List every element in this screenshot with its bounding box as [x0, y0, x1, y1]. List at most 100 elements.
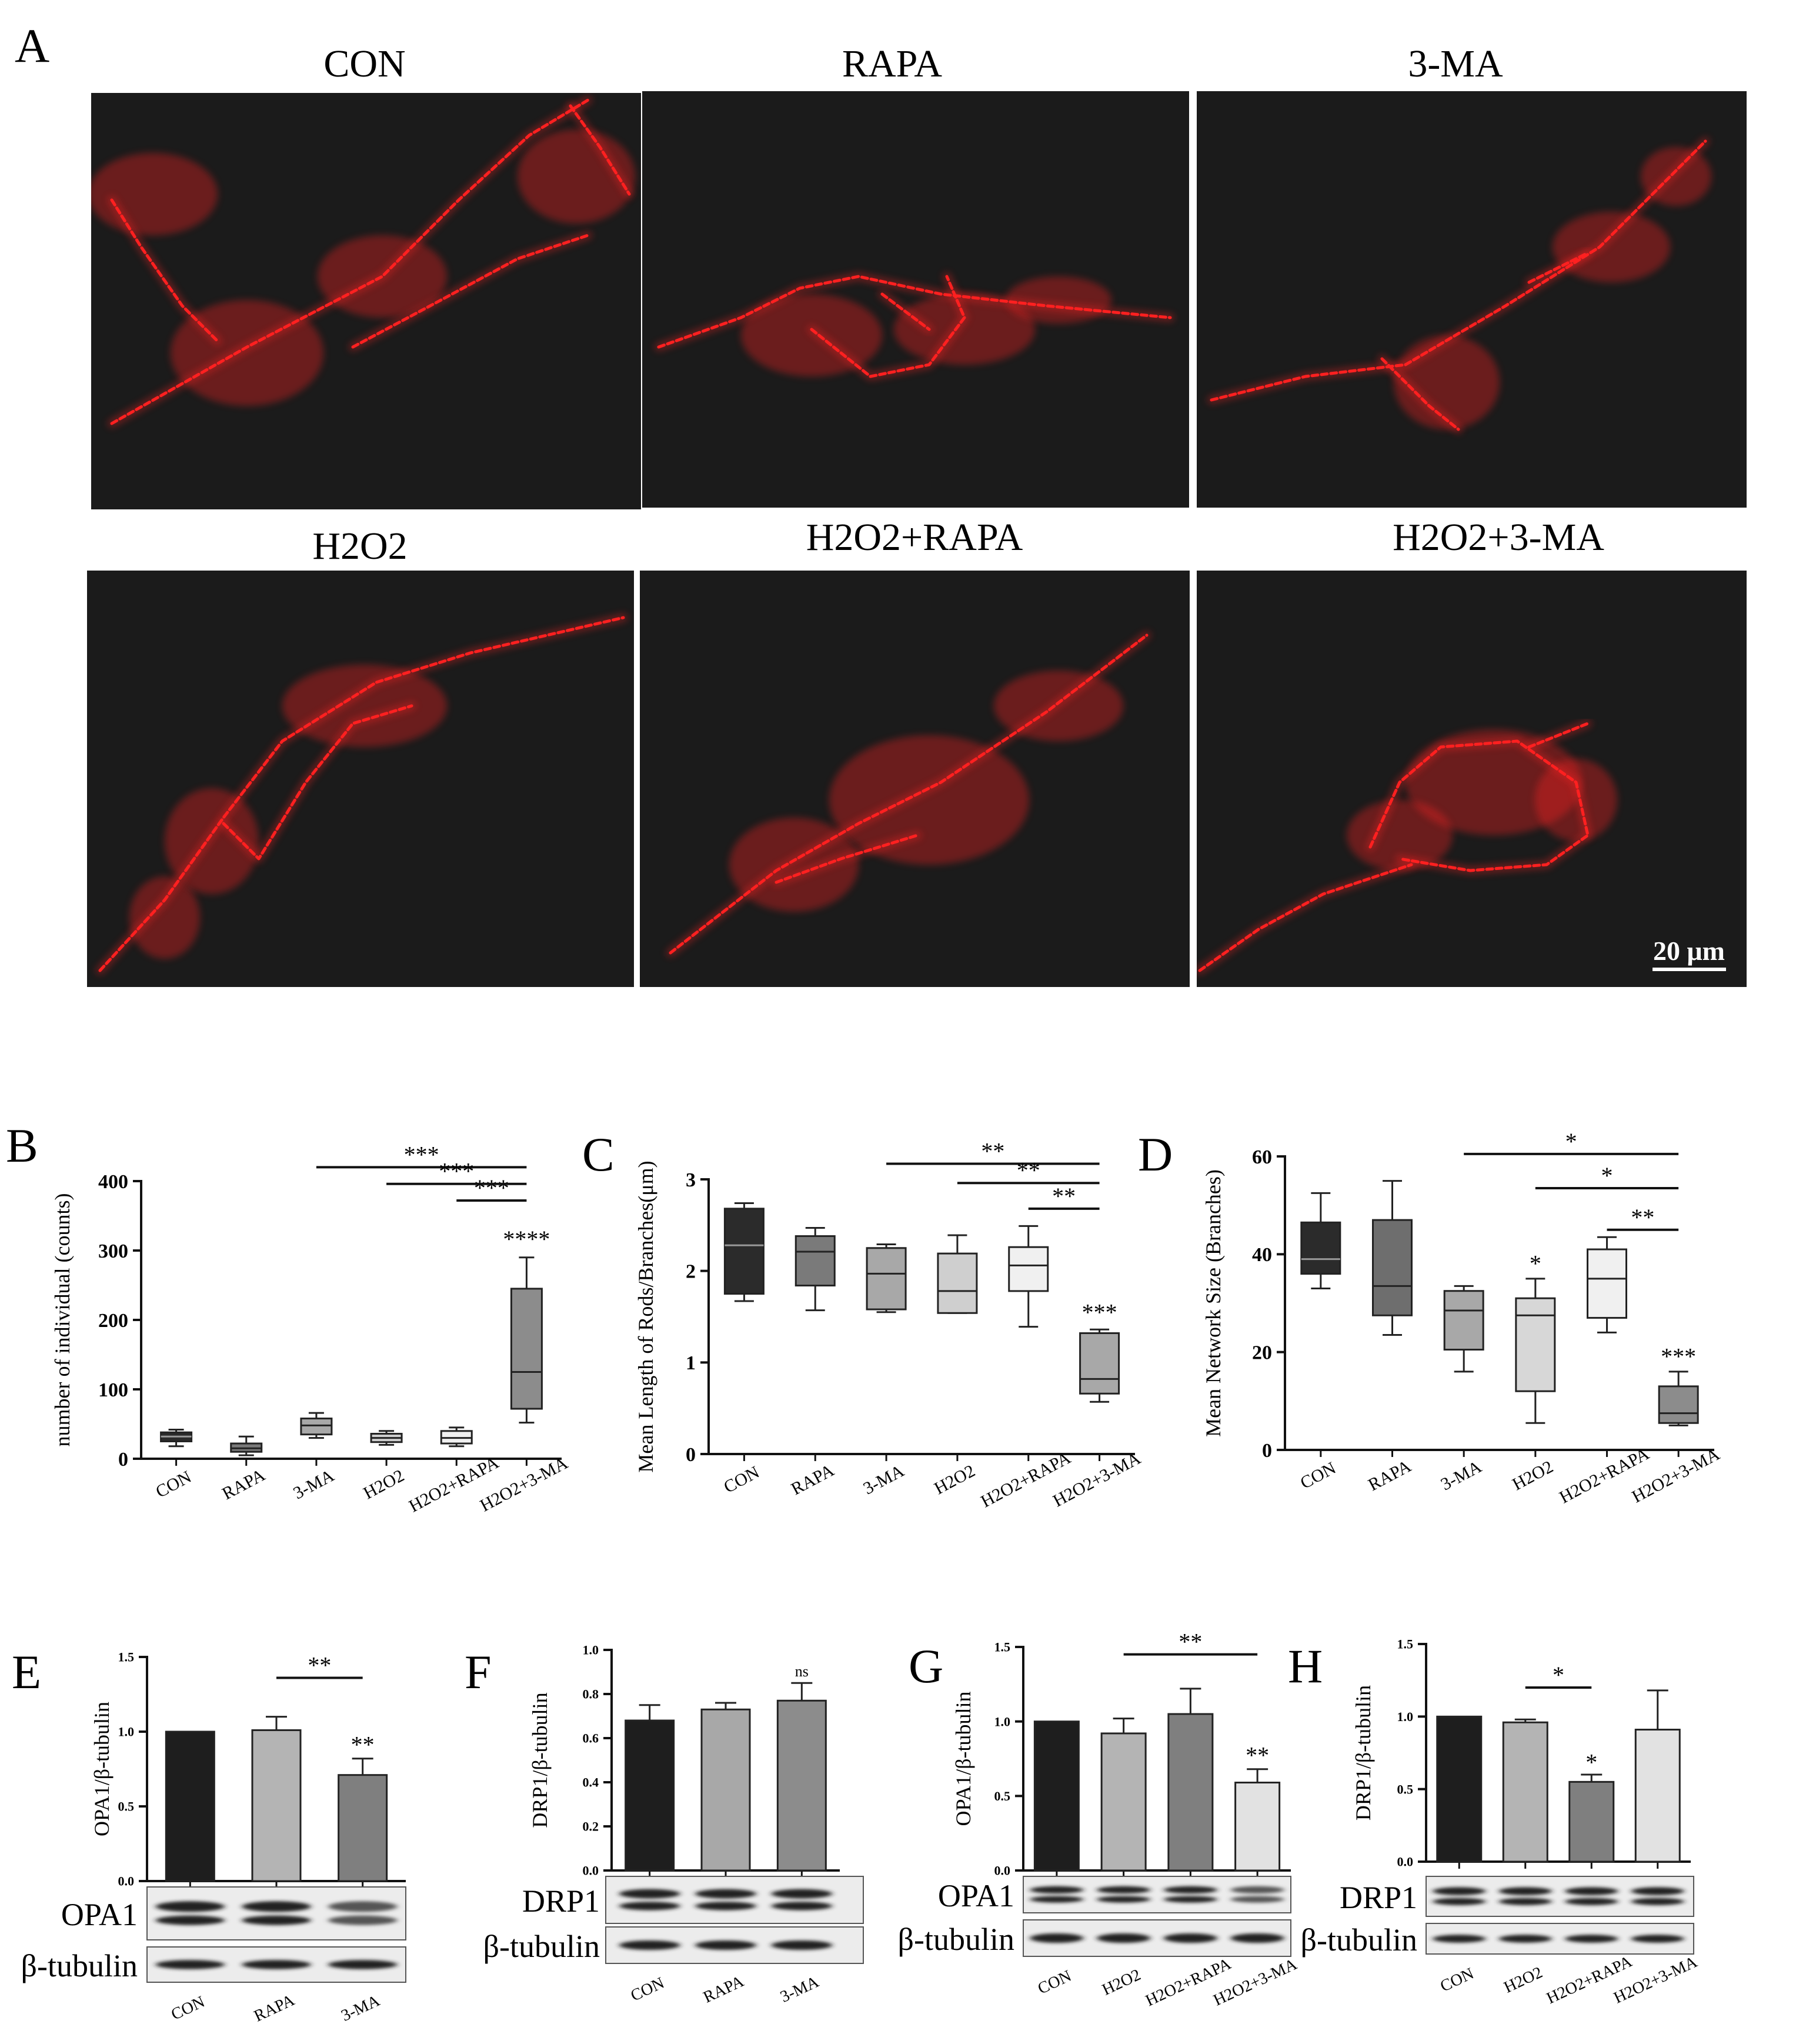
- blot-band: [155, 1915, 225, 1925]
- bar-con: [165, 1730, 215, 1882]
- mitochondria-network: [1380, 357, 1460, 431]
- blot-band: [1163, 1933, 1217, 1943]
- blot-band: [1498, 1935, 1552, 1943]
- mitochondria-cluster: [91, 153, 218, 235]
- x-tick-label: RAPA: [251, 1991, 298, 2026]
- y-tick-label: 0.0: [1397, 1855, 1414, 1869]
- blot-strip: [605, 1876, 864, 1924]
- mitochondria-cluster: [1553, 212, 1670, 282]
- significance-label: **: [1017, 1157, 1040, 1183]
- bar-con: [625, 1719, 675, 1872]
- blot-band: [619, 1940, 680, 1950]
- significance-label: ***: [1661, 1343, 1696, 1369]
- significance-label: *: [1601, 1162, 1613, 1189]
- significance-label: *: [1530, 1250, 1541, 1276]
- box-3-ma: [300, 1418, 333, 1436]
- x-tick-label: CON: [152, 1467, 194, 1502]
- micrograph-title-h2o2-rapa: H2O2+RAPA: [806, 516, 1023, 559]
- bar-3-ma: [338, 1774, 388, 1882]
- blot-band: [1030, 1896, 1084, 1903]
- blot-strip: [1426, 1876, 1694, 1917]
- x-tick-label: CON: [1437, 1965, 1477, 1996]
- y-tick-label: 60: [1252, 1146, 1272, 1168]
- x-tick-label: 3-MA: [777, 1972, 822, 2006]
- blot-band: [328, 1960, 398, 1969]
- mitochondria-network: [1198, 863, 1413, 972]
- box-3-ma: [1443, 1290, 1484, 1351]
- x-tick-label: CON: [168, 1993, 208, 2024]
- blot-label: DRP1: [1340, 1880, 1417, 1915]
- y-tick-label: 1.5: [994, 1640, 1011, 1655]
- blot-band: [1097, 1933, 1151, 1943]
- blot-band: [1565, 1935, 1618, 1943]
- mitochondria-network: [351, 234, 590, 349]
- blot-label: OPA1: [61, 1897, 138, 1932]
- blot-band: [1498, 1887, 1552, 1895]
- y-tick-label: 2: [686, 1261, 696, 1283]
- y-tick-label: 1.5: [1397, 1637, 1414, 1652]
- micrograph-title-3ma: 3-MA: [1408, 42, 1503, 85]
- bar-rapa: [251, 1729, 302, 1882]
- chart-e: E 0.0 0.5 1.0 1.5 OPA1/β-tubulin CON RAPA 3-MA **…: [12, 1645, 406, 2026]
- x-tick-label: 3-MA: [339, 1991, 383, 2025]
- mitochondria-layer: [91, 96, 635, 428]
- y-tick-label: 0.6: [583, 1731, 599, 1746]
- y-tick-label: 100: [98, 1379, 128, 1401]
- blot-band: [695, 1940, 756, 1950]
- blot-band: [1433, 1887, 1486, 1895]
- box-h2o2-rapa: [1008, 1246, 1049, 1292]
- bar-3-ma: [776, 1699, 827, 1872]
- significance-label: ****: [503, 1226, 550, 1252]
- panel-letter-h: H: [1288, 1639, 1323, 1693]
- significance-label: ***: [1082, 1299, 1117, 1326]
- blot-band: [242, 1901, 311, 1912]
- y-tick-label: 0: [686, 1444, 696, 1466]
- x-tick-label: H2O2: [1509, 1457, 1556, 1495]
- mitochondria-network: [569, 104, 631, 196]
- bar-con: [1436, 1715, 1483, 1863]
- x-tick-label: H2O2: [931, 1461, 978, 1499]
- blot-band: [695, 1902, 756, 1910]
- blot-band: [1433, 1935, 1486, 1943]
- blot-band: [1163, 1896, 1217, 1903]
- y-tick-label: 1.0: [583, 1643, 599, 1658]
- blot-strip: [1023, 1876, 1291, 1913]
- x-tick-label: H2O2: [1501, 1963, 1545, 1997]
- panel-letter-d: D: [1138, 1128, 1173, 1181]
- blot-band: [1433, 1898, 1486, 1905]
- y-tick-label: 1.5: [118, 1650, 135, 1665]
- y-tick-label: 40: [1252, 1244, 1272, 1266]
- mitochondria-layer: [1197, 719, 1617, 975]
- bar-h2o2: [1100, 1732, 1147, 1872]
- y-axis-label: OPA1/β-tubulin: [952, 1691, 975, 1826]
- bar-rapa: [700, 1708, 751, 1872]
- significance-label: **: [1631, 1204, 1654, 1231]
- blot-band: [1163, 1886, 1217, 1894]
- mitochondria-cluster: [1347, 800, 1453, 871]
- mitochondria-network: [98, 616, 625, 972]
- panel-letter-a: A: [15, 19, 49, 72]
- significance-label: *: [1553, 1662, 1564, 1688]
- significance-label: **: [981, 1138, 1004, 1165]
- panel-letter-f: F: [465, 1645, 492, 1699]
- blot-band: [242, 1960, 311, 1969]
- blot-band: [1230, 1896, 1284, 1903]
- y-axis-label: number of individual (counts): [51, 1193, 74, 1447]
- y-tick-label: 20: [1252, 1342, 1272, 1364]
- blot-band: [155, 1901, 225, 1912]
- blot-strip: [146, 1886, 406, 1940]
- y-axis-label: DRP1/β-tubulin: [528, 1692, 552, 1828]
- micrograph-title-con: CON: [323, 42, 405, 85]
- y-tick-label: 0.0: [118, 1874, 135, 1889]
- x-tick-label: CON: [628, 1974, 667, 2005]
- mitochondria-cluster: [829, 735, 1029, 865]
- mitochondria-layer: [96, 613, 627, 975]
- x-tick-label: H2O2: [1099, 1966, 1143, 1999]
- micrograph-title-h2o2: H2O2: [312, 525, 407, 568]
- blot-band: [1631, 1935, 1684, 1943]
- y-tick-label: 1.0: [118, 1725, 135, 1739]
- y-axis-label: DRP1/β-tubulin: [1351, 1685, 1375, 1820]
